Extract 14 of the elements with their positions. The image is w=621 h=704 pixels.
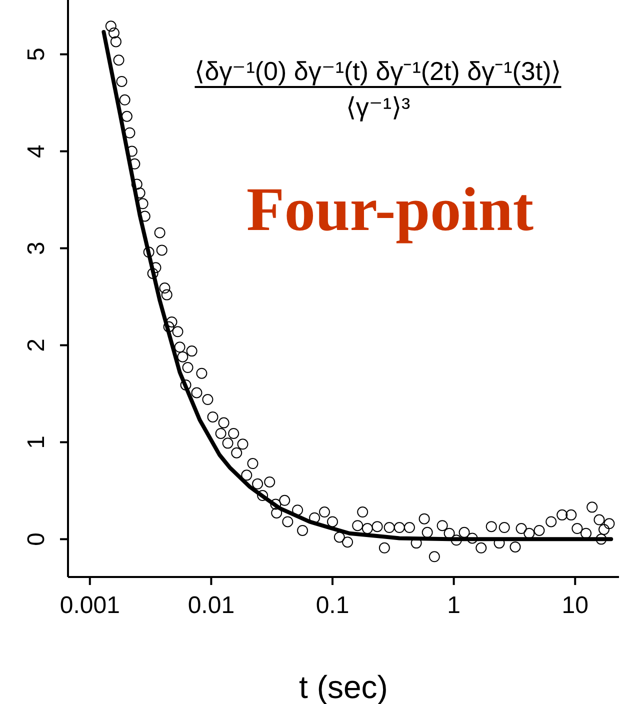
y-tick-label: 1 [23,436,50,449]
x-tick-label: 0.001 [60,592,120,619]
y-tick-label: 3 [23,242,50,255]
annotation: ⟨δγ⁻¹(0) δγ⁻¹(t) δγ⁻¹(2t) δγ⁻¹(3t)⟩ [194,56,562,86]
y-tick-label: 2 [23,338,50,352]
y-tick-label: 0 [23,532,50,546]
x-tick-label: 0.1 [316,592,350,619]
x-tick-label: 10 [562,592,588,619]
x-tick-label: 1 [447,592,460,619]
y-tick-label: 5 [23,48,50,61]
y-tick-label: 4 [23,144,50,158]
annotation: ⟨γ⁻¹⟩³ [344,92,412,123]
x-tick-label: 0.01 [188,592,235,619]
annotation: Four-point [245,175,535,246]
